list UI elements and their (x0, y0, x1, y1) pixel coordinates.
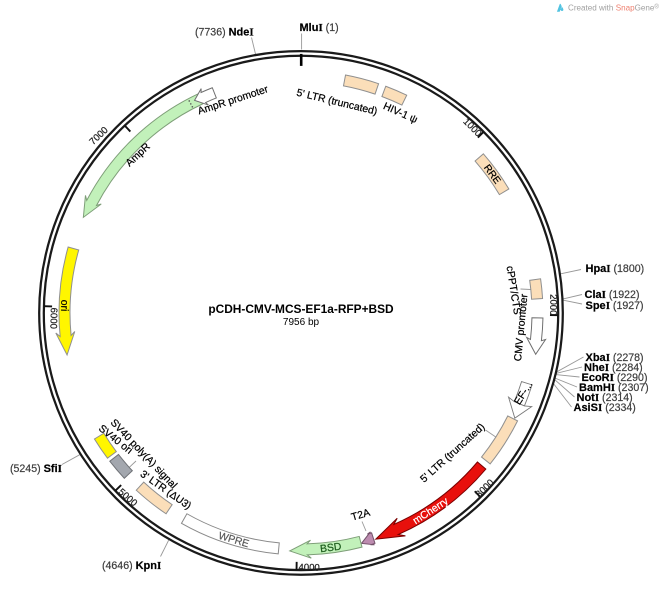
svg-text:2000: 2000 (547, 294, 558, 315)
svg-text:HpaI (1800): HpaI (1800) (586, 263, 645, 275)
svg-text:EcoRI (2290): EcoRI (2290) (582, 372, 648, 384)
svg-text:NotI (2314): NotI (2314) (577, 392, 633, 404)
svg-text:6000: 6000 (47, 307, 59, 329)
svg-text:ClaI (1922): ClaI (1922) (585, 289, 640, 301)
svg-text:MluI (1): MluI (1) (300, 22, 339, 34)
svg-text:4000: 4000 (298, 562, 320, 573)
svg-text:pCDH-CMV-MCS-EF1a-RFP+BSD: pCDH-CMV-MCS-EF1a-RFP+BSD (208, 302, 394, 316)
svg-text:BSD: BSD (319, 542, 342, 556)
svg-text:BamHI (2307): BamHI (2307) (579, 382, 649, 394)
svg-text:XbaI (2278): XbaI (2278) (586, 352, 644, 364)
svg-text:(5245) SfiI: (5245) SfiI (10, 463, 62, 475)
svg-text:(4646) KpnI: (4646) KpnI (102, 560, 161, 572)
svg-text:Created with SnapGene®: Created with SnapGene® (568, 4, 659, 13)
svg-text:(7736) NdeI: (7736) NdeI (195, 27, 254, 39)
svg-text:7956 bp: 7956 bp (283, 317, 320, 328)
svg-text:AsiSI (2334): AsiSI (2334) (574, 402, 636, 414)
svg-text:ori: ori (58, 299, 69, 311)
svg-text:SpeI (1927): SpeI (1927) (586, 300, 644, 312)
svg-text:NheI (2284): NheI (2284) (584, 362, 643, 374)
svg-text:T2A: T2A (350, 508, 371, 524)
